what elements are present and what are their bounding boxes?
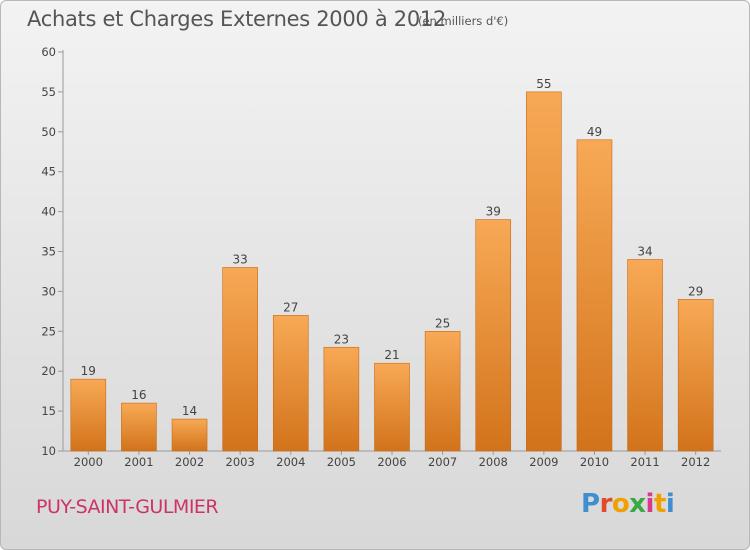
x-tick-label: 2010 <box>580 455 609 469</box>
y-tick-label: 20 <box>41 364 56 378</box>
bar-2007 <box>424 330 461 452</box>
data-label: 25 <box>435 316 450 330</box>
bar-2000 <box>70 378 107 452</box>
bar-2011 <box>627 259 663 452</box>
bar-2006 <box>374 362 410 452</box>
y-tick-label: 50 <box>41 125 56 139</box>
data-label: 39 <box>486 205 501 219</box>
x-tick-label: 2000 <box>74 455 103 469</box>
x-tick-label: 2008 <box>479 455 508 469</box>
bar-2003 <box>222 267 258 452</box>
data-label: 49 <box>587 125 602 139</box>
data-label: 27 <box>283 300 298 314</box>
y-tick-label: 35 <box>41 245 56 259</box>
y-tick-label: 60 <box>41 45 56 59</box>
bar-2001 <box>121 402 157 452</box>
chart-subtitle: (en milliers d'€) <box>418 14 509 28</box>
x-tick-label: 2009 <box>529 455 558 469</box>
logo-letter: i <box>645 489 655 519</box>
commune-name: PUY-SAINT-GULMIER <box>36 496 219 518</box>
x-tick-label: 2002 <box>175 455 204 469</box>
bar-2008 <box>475 219 512 452</box>
x-tick-label: 2007 <box>428 455 457 469</box>
y-tick-label: 40 <box>41 205 56 219</box>
y-tick-label: 25 <box>41 324 56 338</box>
data-label: 19 <box>81 364 96 378</box>
bar-2004 <box>272 315 309 452</box>
x-tick-label: 2004 <box>276 455 305 469</box>
y-tick-label: 10 <box>41 444 56 458</box>
y-tick-label: 55 <box>41 85 56 99</box>
y-tick-label: 45 <box>41 165 56 179</box>
bar-2012 <box>677 299 714 452</box>
data-label: 34 <box>637 244 652 258</box>
x-tick-label: 2003 <box>226 455 255 469</box>
bar-2010 <box>576 139 613 452</box>
x-tick-label: 2006 <box>377 455 406 469</box>
x-tick-label: 2011 <box>630 455 659 469</box>
data-label: 14 <box>182 404 197 418</box>
chart-data-labels: 19 16 14 33 27 23 21 25 39 55 49 34 29 <box>81 77 704 418</box>
proxiti-logo: Proxiti <box>581 489 675 519</box>
data-label: 55 <box>536 77 551 91</box>
logo-letter: r <box>599 489 613 519</box>
bar-2005 <box>323 346 360 452</box>
x-tick-label: 2001 <box>124 455 153 469</box>
logo-letter: t <box>653 489 666 519</box>
chart-tick-labels: 10 15 20 25 30 35 40 45 50 55 60 2000 2001 2002 2003 20… <box>41 45 710 469</box>
data-label: 23 <box>334 332 349 346</box>
x-tick-label: 2005 <box>327 455 356 469</box>
data-label: 21 <box>384 348 399 362</box>
logo-letter: o <box>611 489 630 519</box>
bar-2009 <box>526 91 562 452</box>
logo-letter: x <box>629 489 646 519</box>
logo-letter: i <box>665 489 675 519</box>
data-label: 33 <box>233 252 248 266</box>
bar-2002 <box>171 418 208 452</box>
y-tick-label: 30 <box>41 284 56 298</box>
chart-bars <box>70 91 714 452</box>
x-tick-label: 2012 <box>681 455 710 469</box>
data-label: 16 <box>131 388 146 402</box>
logo-letter: P <box>581 489 600 519</box>
chart-title: Achats et Charges Externes 2000 à 2012 <box>27 7 447 31</box>
y-tick-label: 15 <box>41 404 56 418</box>
data-label: 29 <box>688 284 703 298</box>
